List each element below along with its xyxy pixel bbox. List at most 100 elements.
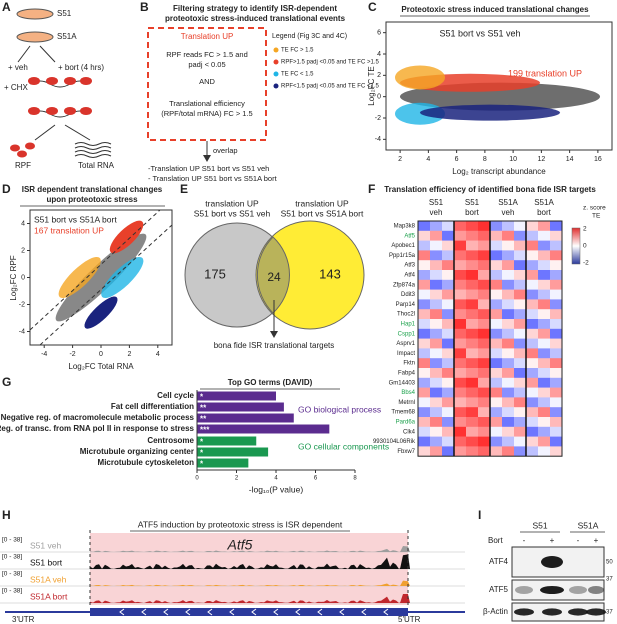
heat-cell xyxy=(430,279,443,290)
strand-arrow xyxy=(163,608,169,616)
heat-cell xyxy=(466,299,479,310)
heat-cell xyxy=(526,387,539,398)
label: Translation UP xyxy=(181,32,234,41)
heat-cell xyxy=(442,407,455,418)
heat-cell xyxy=(490,426,503,437)
heat-cell xyxy=(430,426,443,437)
gene-label: Fbxw7 xyxy=(397,449,415,455)
heat-cell xyxy=(538,426,551,437)
y-tick-label: 0 xyxy=(377,94,381,101)
heat-cell xyxy=(502,426,515,437)
label: Log₂FC TE xyxy=(367,66,376,105)
heat-cell xyxy=(430,407,443,418)
heat-cell xyxy=(442,436,455,447)
band xyxy=(586,608,606,616)
heat-cell xyxy=(418,319,431,330)
heat-cell xyxy=(490,240,503,251)
heat-cell xyxy=(466,417,479,428)
label: Top GO terms (DAVID) xyxy=(228,378,313,387)
rna xyxy=(74,150,112,154)
gene-label: 9930104L06Rik xyxy=(373,439,416,445)
ribosome xyxy=(64,77,76,85)
label: Log₂ transcript abundance xyxy=(452,167,546,176)
heat-cell xyxy=(514,377,527,388)
colorbar-tick: 0 xyxy=(583,243,587,250)
x-tick-label: 6 xyxy=(314,476,318,482)
gene-label: Cspp1 xyxy=(398,331,416,337)
label: ATF5 xyxy=(489,585,509,594)
heat-cell xyxy=(538,279,551,290)
heat-cell xyxy=(454,221,467,232)
heat-cell xyxy=(490,299,503,310)
heat-cell xyxy=(454,407,467,418)
strand-arrow xyxy=(229,608,235,616)
heat-cell xyxy=(454,377,467,388)
heat-cell xyxy=(454,358,467,369)
y-tick-label: Centrosome xyxy=(147,436,194,445)
heat-cell xyxy=(454,230,467,241)
output: RPF xyxy=(15,161,31,170)
band xyxy=(569,586,587,594)
heat-cell xyxy=(478,328,491,339)
heat-cell xyxy=(526,309,539,320)
label: bort xyxy=(537,208,552,217)
heat-cell xyxy=(550,328,563,339)
label: S51 xyxy=(465,198,480,207)
treatment: + veh xyxy=(8,63,28,72)
heat-cell xyxy=(514,289,527,300)
heat-cell xyxy=(514,240,527,251)
heat-cell xyxy=(502,319,515,330)
heat-cell xyxy=(418,426,431,437)
label: Bort xyxy=(488,536,503,545)
heat-cell xyxy=(526,279,539,290)
bar xyxy=(197,447,269,457)
label: β-Actin xyxy=(483,607,508,616)
heat-cell xyxy=(418,397,431,408)
heat-cell xyxy=(430,240,443,251)
heat-cell xyxy=(550,299,563,310)
heat-cell xyxy=(442,377,455,388)
heat-cell xyxy=(526,250,539,261)
label: -log₁₀(P value) xyxy=(249,484,304,494)
arrowhead xyxy=(203,155,211,162)
heat-cell xyxy=(466,426,479,437)
label: -Translation UP S51 bort vs S51 veh xyxy=(148,164,269,173)
cell-line: S51A xyxy=(57,32,77,41)
heat-cell xyxy=(526,436,539,447)
legend-label: TE FC > 1.5 xyxy=(281,48,314,54)
rna xyxy=(74,146,112,150)
heat-cell xyxy=(430,348,443,359)
heat-cell xyxy=(526,319,539,330)
rna xyxy=(74,142,112,146)
heat-cell xyxy=(490,348,503,359)
coverage-peak xyxy=(400,554,410,569)
heat-cell xyxy=(514,387,527,398)
y-tick-label: Negative reg. of macromolecule metabolic… xyxy=(1,413,195,422)
gene-label: Atf4 xyxy=(404,272,415,278)
heat-cell xyxy=(418,260,431,271)
lane-sign: - xyxy=(523,536,526,545)
significance: *** xyxy=(200,426,210,435)
heat-cell xyxy=(478,417,491,428)
heat-cell xyxy=(490,221,503,232)
heat-cell xyxy=(418,221,431,232)
x-tick-label: 4 xyxy=(156,351,160,358)
heat-cell xyxy=(466,368,479,379)
heat-cell xyxy=(442,319,455,330)
heat-cell xyxy=(526,230,539,241)
heat-cell xyxy=(430,221,443,232)
heat-cell xyxy=(478,436,491,447)
heat-cell xyxy=(442,309,455,320)
heat-cell xyxy=(430,377,443,388)
heat-cell xyxy=(550,446,563,457)
heat-cell xyxy=(538,250,551,261)
treatment: + bort (4 hrs) xyxy=(58,63,104,72)
heat-cell xyxy=(418,289,431,300)
label: padj < 0.05 xyxy=(188,60,225,69)
heat-cell xyxy=(466,407,479,418)
heat-cell xyxy=(502,338,515,349)
heat-cell xyxy=(454,299,467,310)
heat-cell xyxy=(514,446,527,457)
gene-label: Pard6a xyxy=(396,419,416,425)
